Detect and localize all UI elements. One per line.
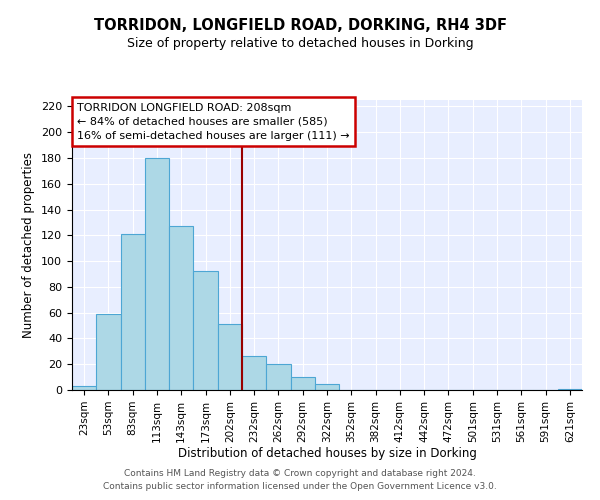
Bar [96,314,121,390]
Bar [242,356,266,390]
X-axis label: Distribution of detached houses by size in Dorking: Distribution of detached houses by size … [178,448,476,460]
Text: TORRIDON, LONGFIELD ROAD, DORKING, RH4 3DF: TORRIDON, LONGFIELD ROAD, DORKING, RH4 3… [94,18,506,32]
Bar [121,234,145,390]
Bar [290,377,315,390]
Bar [72,386,96,390]
Text: Size of property relative to detached houses in Dorking: Size of property relative to detached ho… [127,38,473,51]
Bar [145,158,169,390]
Bar [193,272,218,390]
Y-axis label: Number of detached properties: Number of detached properties [22,152,35,338]
Text: TORRIDON LONGFIELD ROAD: 208sqm
← 84% of detached houses are smaller (585)
16% o: TORRIDON LONGFIELD ROAD: 208sqm ← 84% of… [77,103,350,141]
Bar [266,364,290,390]
Text: Contains HM Land Registry data © Crown copyright and database right 2024.: Contains HM Land Registry data © Crown c… [124,468,476,477]
Bar [558,388,582,390]
Text: Contains public sector information licensed under the Open Government Licence v3: Contains public sector information licen… [103,482,497,491]
Bar [169,226,193,390]
Bar [315,384,339,390]
Bar [218,324,242,390]
